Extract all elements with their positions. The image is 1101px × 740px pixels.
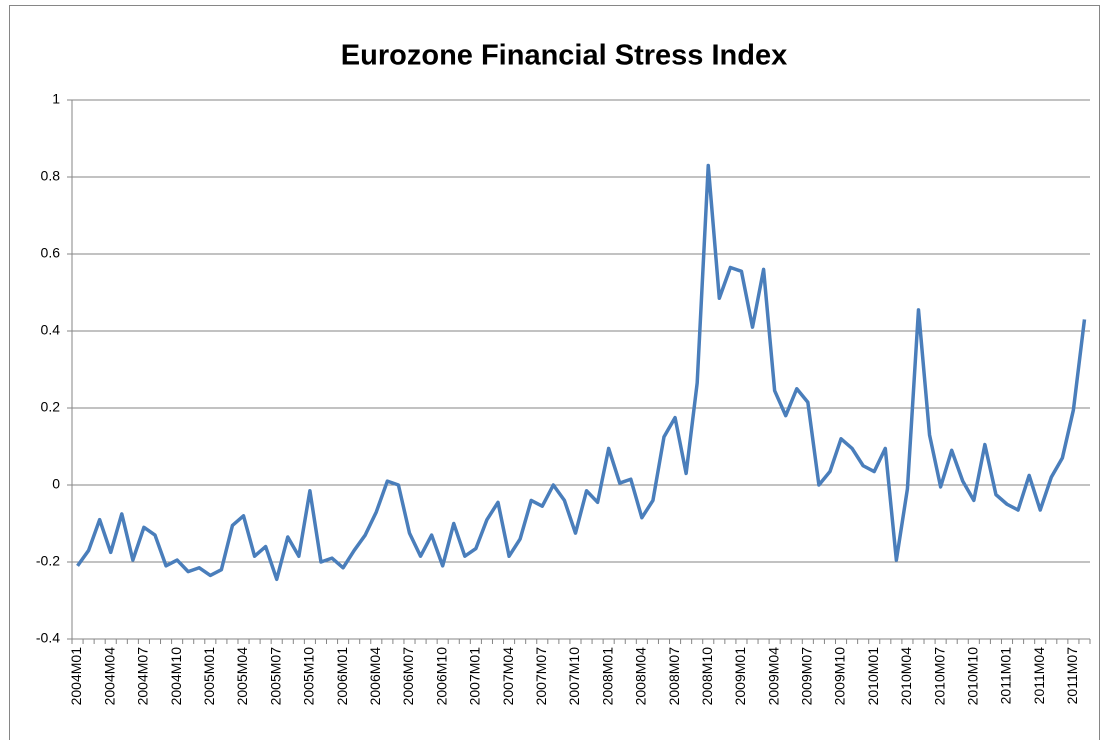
x-tick-label: 2008M04 — [633, 647, 649, 706]
y-tick-label: -0.2 — [36, 553, 60, 569]
x-tick-label: 2009M04 — [765, 647, 781, 706]
x-tick-label: 2011M07 — [1064, 647, 1080, 705]
x-tick-label: 2006M10 — [433, 647, 449, 706]
x-tick-label: 2010M10 — [965, 647, 981, 706]
x-tick-label: 2005M01 — [201, 647, 217, 706]
x-tick-label: 2004M10 — [168, 647, 184, 706]
x-tick-label: 2006M01 — [334, 647, 350, 706]
x-tick-label: 2006M07 — [400, 647, 416, 706]
x-tick-label: 2005M10 — [301, 647, 317, 706]
data-line — [76, 163, 1087, 582]
y-tick-label: 1 — [52, 91, 60, 107]
x-tick-label: 2011M04 — [1031, 647, 1047, 705]
x-tick-label: 2004M04 — [101, 647, 117, 706]
x-tick-label: 2011M01 — [998, 647, 1014, 705]
y-tick-label: 0.4 — [41, 322, 61, 338]
x-tick-label: 2010M07 — [931, 647, 947, 706]
x-tick-label: 2008M07 — [666, 647, 682, 706]
x-tick-label: 2006M04 — [367, 647, 383, 706]
x-tick-label: 2009M01 — [732, 647, 748, 706]
x-tick-label: 2004M07 — [135, 647, 151, 706]
y-tick-label: 0 — [52, 476, 60, 492]
x-tick-label: 2007M10 — [566, 647, 582, 706]
x-tick-label: 2010M04 — [898, 647, 914, 706]
x-tick-label: 2009M07 — [799, 647, 815, 706]
x-tick-label: 2009M10 — [832, 647, 848, 706]
x-tick-label: 2004M01 — [68, 647, 84, 706]
x-tick-label: 2007M07 — [533, 647, 549, 706]
x-tick-label: 2008M01 — [599, 647, 615, 706]
x-tick-label: 2007M04 — [500, 647, 516, 706]
chart-title: Eurozone Financial Stress Index — [341, 40, 787, 72]
chart-border — [9, 5, 1100, 740]
y-tick-label: -0.4 — [36, 630, 60, 646]
y-tick-label: 0.8 — [41, 168, 61, 184]
x-tick-label: 2010M01 — [865, 647, 881, 706]
y-tick-label: 0.2 — [41, 399, 61, 415]
x-tick-label: 2005M04 — [234, 647, 250, 706]
x-tick-label: 2005M07 — [267, 647, 283, 706]
x-tick-label: 2008M10 — [699, 647, 715, 706]
y-tick-label: 0.6 — [41, 245, 61, 261]
x-tick-label: 2007M01 — [467, 647, 483, 706]
